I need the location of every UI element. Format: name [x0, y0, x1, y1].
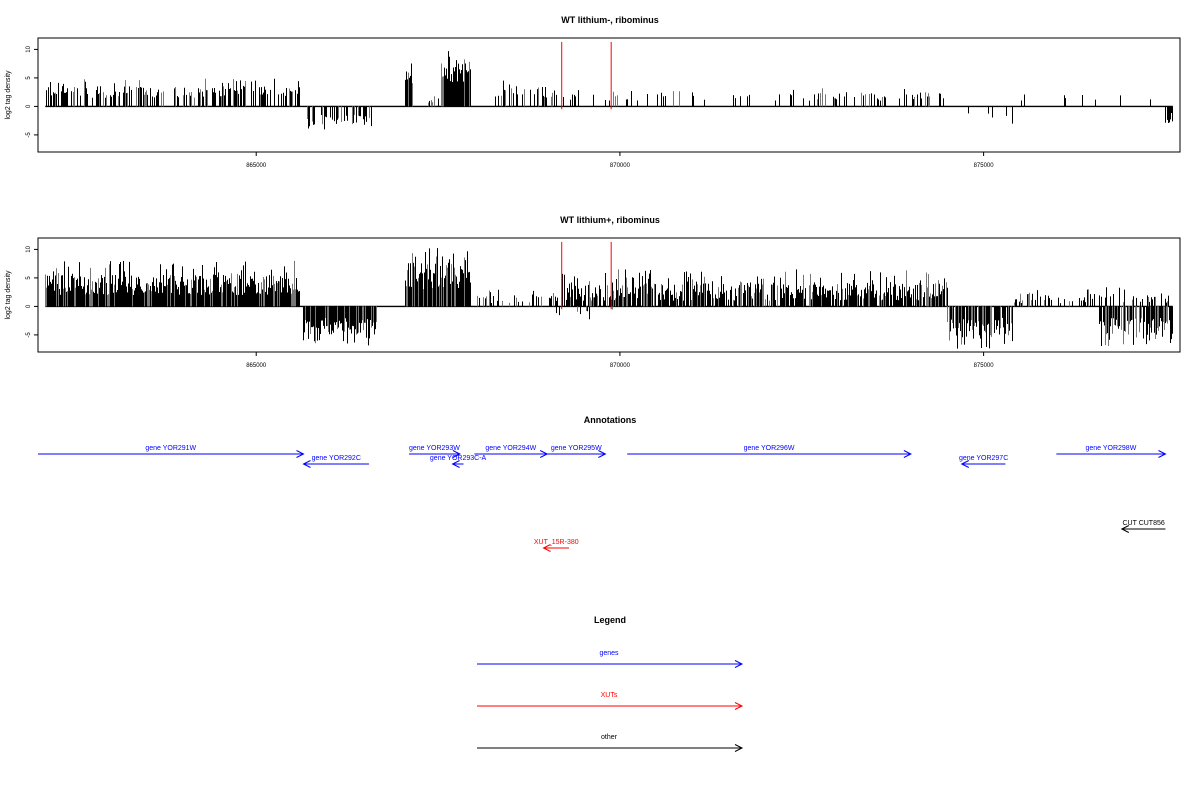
y-tick-label: 10: [26, 245, 32, 252]
annotation-label: gene YOR296W: [744, 445, 795, 452]
axis-ticks: 865000 870000 875000 10 5 0 -5: [26, 45, 994, 169]
y-axis-label: log2 tag density: [5, 270, 12, 320]
red-markers: [561, 42, 612, 110]
legend-item-genes: genes: [477, 650, 744, 668]
annotation-feature: gene YOR298W: [1056, 445, 1167, 458]
legend-item-other: other: [477, 734, 744, 752]
y-tick-label: 5: [26, 276, 32, 280]
x-tick-label: 865000: [246, 363, 267, 369]
panel-title: WT lithium+, ribominus: [560, 215, 660, 225]
plot-frame: [37, 37, 1181, 153]
x-tick-label: 875000: [974, 163, 995, 169]
legend-arrowhead: [734, 744, 744, 752]
annotation-feature: gene YOR297C: [959, 455, 1008, 468]
annotation-label: gene YOR297C: [959, 455, 1008, 462]
track-panel-lithium-minus: WT lithium-, ribominus log2 tag density …: [5, 15, 1181, 169]
y-tick-label: 5: [26, 76, 32, 80]
annotation-label: gene YOR293W: [409, 445, 460, 452]
legend-arrowhead: [734, 660, 744, 668]
y-tick-label: 0: [26, 104, 32, 108]
x-tick-label: 875000: [974, 363, 995, 369]
plot-frame: [37, 237, 1181, 353]
annotation-label: XUT_15R-380: [534, 539, 579, 546]
legend: Legend genes XUTs other: [477, 615, 744, 752]
y-tick-label: 0: [26, 304, 32, 308]
density-bars: [45, 51, 1173, 130]
annotation-feature: gene YOR295W: [547, 445, 607, 458]
annotation-arrowhead: [542, 544, 551, 552]
annotation-label: gene YOR292C: [312, 455, 361, 462]
legend-label: other: [601, 734, 618, 741]
annotation-feature: gene YOR296W: [627, 445, 912, 458]
annotation-label: gene YOR294W: [485, 445, 536, 452]
annotation-label: gene YOR295W: [551, 445, 602, 452]
annotation-label: CUT CUT856: [1122, 520, 1164, 527]
annotation-arrowhead: [296, 450, 305, 458]
annotation-arrowhead: [452, 450, 462, 458]
annotation-arrowhead: [451, 460, 460, 468]
annotation-label: gene YOR291W: [145, 445, 196, 452]
legend-item-XUTs: XUTs: [477, 692, 744, 710]
legend-items: genes XUTs other: [477, 650, 744, 752]
annotation-arrowhead: [598, 450, 607, 458]
annotation-arrowhead: [960, 460, 970, 468]
legend-title: Legend: [594, 615, 626, 625]
annotation-label: gene YOR293C-A: [430, 455, 487, 462]
density-bars: [45, 248, 1173, 349]
legend-arrowhead: [734, 702, 744, 710]
y-tick-label: -5: [26, 332, 32, 338]
annotation-feature: gene YOR293C-A: [430, 455, 487, 468]
red-markers: [561, 242, 612, 310]
annotation-feature: XUT_15R-380: [534, 539, 579, 552]
legend-label: XUTs: [601, 692, 618, 699]
y-tick-label: -5: [26, 132, 32, 138]
annotation-feature: gene YOR291W: [38, 445, 305, 458]
annotations-title: Annotations: [584, 415, 637, 425]
annotation-arrowhead: [302, 460, 311, 468]
y-tick-label: 10: [26, 45, 32, 52]
x-tick-label: 865000: [246, 163, 267, 169]
x-tick-label: 870000: [610, 163, 631, 169]
annotation-arrowhead: [1158, 450, 1167, 458]
x-tick-label: 870000: [610, 363, 631, 369]
track-panel-lithium-plus: WT lithium+, ribominus log2 tag density …: [5, 215, 1181, 369]
annotation-arrowhead: [903, 450, 912, 458]
annotation-feature: CUT CUT856: [1120, 520, 1166, 533]
y-axis-label: log2 tag density: [5, 70, 12, 120]
annotation-feature: gene YOR293W: [408, 445, 462, 458]
annotation-label: gene YOR298W: [1085, 445, 1136, 452]
panel-title: WT lithium-, ribominus: [561, 15, 659, 25]
annotation-items: gene YOR291W gene YOR292C gene YOR293W gene…: [38, 445, 1167, 552]
legend-label: genes: [599, 650, 619, 657]
annotation-feature: gene YOR292C: [302, 455, 369, 468]
axis-ticks: 865000 870000 875000 10 5 0 -5: [26, 245, 994, 369]
annotation-arrowhead: [1120, 525, 1130, 533]
